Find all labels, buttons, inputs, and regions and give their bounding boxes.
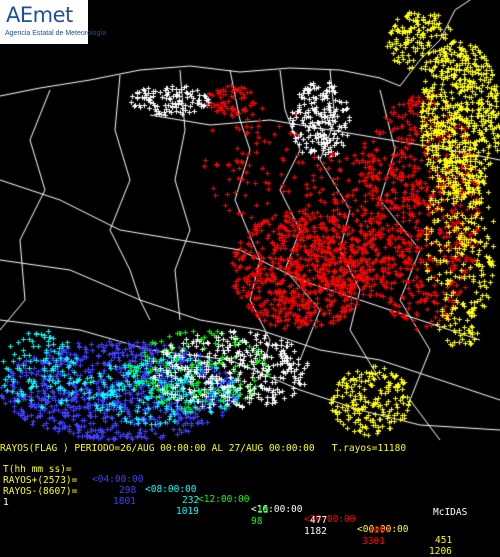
time-band-2: <08:00:00 [145,484,197,495]
positive-label: RAYOS+(2573)= [3,475,78,486]
positive-value-1: 298 [119,485,137,496]
status-row: 1 McIDAS [0,488,500,518]
negative-value-5: 3301 [362,536,385,547]
negative-label: RAYOS-(8607)= [3,486,78,497]
time-band-1: <04:00:00 [92,474,144,485]
logo-wordmark: AEmet [6,3,73,27]
lightning-map [0,0,500,500]
header-title-line: RAYOS(FLAG ) PERIODO=26/AUG 00:00:00 AL … [0,443,407,454]
aemet-logo: AEmet Agencia Estatal de Meteorología [0,0,106,44]
software-label: McIDAS [433,507,468,518]
logo-subtitle: Agencia Estatal de Meteorología [5,30,107,37]
negative-value-4: 1182 [304,526,327,537]
time-prefix: T(hh mm ss)= [3,464,72,475]
negative-value-3: 98 [251,516,263,527]
negative-value-6: 1206 [429,546,452,557]
